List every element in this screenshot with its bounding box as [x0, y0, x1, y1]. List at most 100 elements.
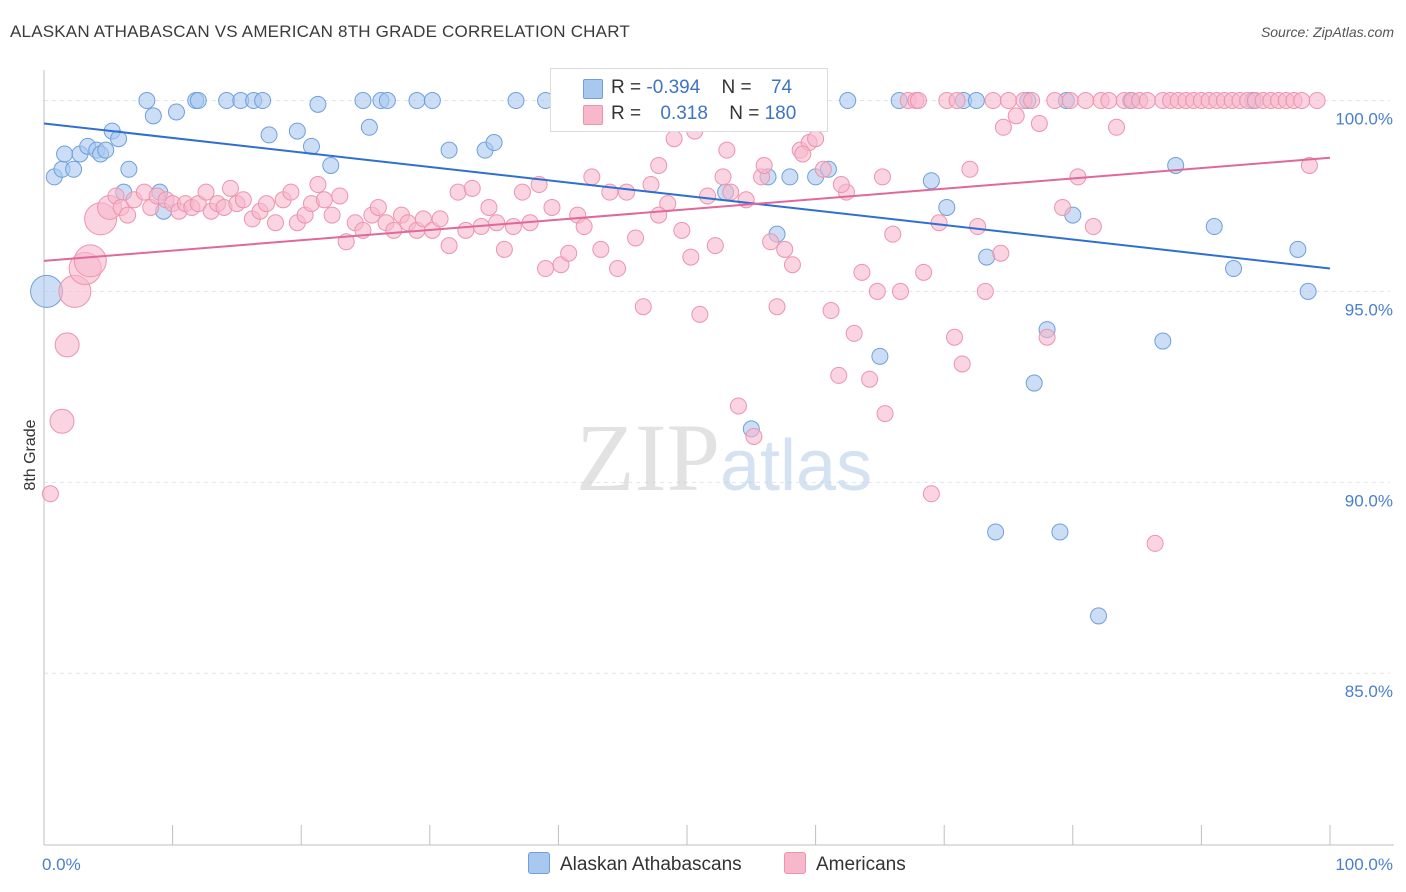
- data-point-blue: [309, 95, 327, 113]
- data-point-pink: [768, 298, 786, 316]
- data-point-pink: [385, 221, 403, 239]
- data-point-pink: [714, 168, 732, 186]
- x-tick-label-end: 100.0%: [1335, 855, 1393, 874]
- data-point-pink: [884, 225, 902, 243]
- y-tick-label: 90.0%: [1345, 491, 1393, 510]
- data-point-blue: [110, 130, 128, 148]
- data-points: [30, 92, 1326, 625]
- data-point-pink: [984, 92, 1002, 110]
- data-point-pink: [1293, 92, 1311, 110]
- trend-line-pink: [43, 156, 1331, 262]
- data-point-pink: [234, 191, 252, 209]
- data-point-pink: [309, 176, 327, 194]
- data-point-pink: [783, 256, 801, 274]
- data-point-pink: [560, 244, 578, 262]
- data-point-pink: [729, 397, 747, 415]
- legend-r-label: R =: [611, 103, 642, 124]
- chart-title: ALASKAN ATHABASCAN VS AMERICAN 8TH GRADE…: [10, 22, 630, 41]
- data-point-blue: [1225, 260, 1243, 278]
- data-point-pink: [282, 183, 300, 201]
- data-point-pink: [197, 183, 215, 201]
- data-point-blue: [360, 118, 378, 136]
- data-point-pink: [1308, 92, 1326, 110]
- data-point-blue: [65, 160, 83, 178]
- data-point-pink: [642, 176, 660, 194]
- data-point-pink: [807, 130, 825, 148]
- axes: 100.0% 95.0% 90.0% 85.0% 0.0% 100.0%: [42, 70, 1394, 874]
- bottom-legend-pink: Americans: [784, 852, 906, 876]
- data-point-pink: [682, 248, 700, 266]
- data-point-pink: [861, 370, 879, 388]
- data-point-pink: [488, 214, 506, 232]
- data-point-blue: [440, 141, 458, 159]
- trend-line-blue: [43, 122, 1331, 270]
- data-point-pink: [1100, 92, 1118, 110]
- data-point-pink: [650, 206, 668, 224]
- data-point-blue: [30, 274, 64, 308]
- data-point-pink: [49, 408, 75, 434]
- data-point-blue: [967, 92, 985, 110]
- data-point-blue: [507, 92, 525, 110]
- data-point-pink: [961, 160, 979, 178]
- data-point-blue: [938, 198, 956, 216]
- data-point-pink: [449, 183, 467, 201]
- data-point-pink: [1108, 118, 1126, 136]
- stats-legend: R = -0.394 N = 74 R = 0.318 N = 180: [550, 68, 828, 132]
- data-point-blue: [97, 141, 115, 159]
- data-point-pink: [440, 237, 458, 255]
- bottom-legend-swatch-blue: [528, 852, 550, 874]
- legend-swatch-blue: [583, 79, 603, 99]
- data-point-blue: [302, 137, 320, 155]
- data-point-pink: [1138, 92, 1156, 110]
- data-point-blue: [423, 92, 441, 110]
- data-point-blue: [781, 168, 799, 186]
- data-point-blue: [1051, 523, 1069, 541]
- data-point-pink: [463, 179, 481, 197]
- data-point-pink: [315, 191, 333, 209]
- source-credit: Source: ZipAtlas.com: [1260, 24, 1394, 40]
- data-point-blue: [1205, 218, 1223, 236]
- data-point-blue: [1025, 374, 1043, 392]
- watermark-zip: ZIP: [576, 404, 720, 511]
- y-tick-label: 85.0%: [1345, 682, 1393, 701]
- data-point-pink: [54, 332, 80, 358]
- data-point-pink: [414, 210, 432, 228]
- data-point-pink: [845, 324, 863, 342]
- data-point-pink: [762, 233, 780, 251]
- data-point-pink: [1046, 92, 1064, 110]
- data-point-pink: [953, 355, 971, 373]
- data-point-pink: [41, 485, 59, 503]
- data-point-pink: [634, 298, 652, 316]
- data-point-pink: [257, 195, 275, 213]
- data-point-pink: [945, 328, 963, 346]
- data-point-blue: [871, 347, 889, 365]
- data-point-pink: [323, 206, 341, 224]
- data-point-pink: [868, 282, 886, 300]
- data-point-blue: [167, 103, 185, 121]
- data-point-pink: [891, 282, 909, 300]
- data-point-pink: [1007, 107, 1025, 125]
- legend-n-value: 180: [764, 103, 797, 124]
- data-point-pink: [331, 187, 349, 205]
- data-point-pink: [699, 187, 717, 205]
- data-point-pink: [909, 92, 927, 110]
- data-point-pink: [1038, 328, 1056, 346]
- legend-row-pink: R = 0.318 N = 180: [611, 103, 796, 125]
- data-point-pink: [794, 145, 812, 163]
- data-point-pink: [915, 263, 933, 281]
- trend-lines: [43, 122, 1331, 270]
- data-point-blue: [1299, 282, 1317, 300]
- legend-swatch-pink: [583, 105, 603, 125]
- data-point-pink: [706, 237, 724, 255]
- data-point-pink: [814, 160, 832, 178]
- data-point-pink: [495, 240, 513, 258]
- data-point-pink: [537, 260, 555, 278]
- data-point-blue: [322, 156, 340, 174]
- data-point-pink: [221, 179, 239, 197]
- x-tick-label-start: 0.0%: [42, 855, 81, 874]
- legend-r-value: 0.318: [660, 103, 708, 124]
- data-point-pink: [609, 260, 627, 278]
- data-point-pink: [1084, 218, 1102, 236]
- data-point-pink: [830, 366, 848, 384]
- data-point-pink: [1077, 92, 1095, 110]
